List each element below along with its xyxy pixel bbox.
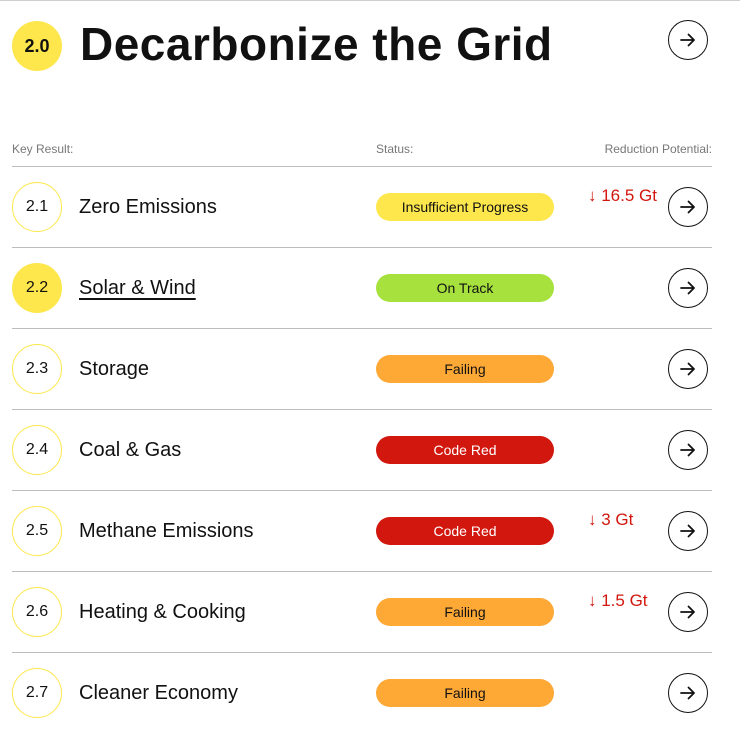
arrow-right-icon [680,443,695,457]
page-header: 2.0 Decarbonize the Grid [12,18,712,72]
key-result-number-badge: 2.4 [12,425,62,475]
section-number-badge: 2.0 [12,21,62,71]
key-result-number-badge: 2.6 [12,587,62,637]
key-result-number-badge: 2.1 [12,182,62,232]
column-header-key-result: Key Result: [12,142,74,156]
row-arrow-button[interactable] [668,187,708,227]
key-result-row: 2.5 Methane Emissions Code Red ↓ 3 Gt [12,490,712,571]
column-header-status: Status: [376,142,414,156]
page-title: Decarbonize the Grid [80,18,553,70]
status-badge: On Track [376,274,554,302]
key-result-title[interactable]: Methane Emissions [79,520,254,542]
key-result-row: 2.6 Heating & Cooking Failing ↓ 1.5 Gt [12,571,712,652]
status-badge: Failing [376,598,554,626]
status-badge: Code Red [376,436,554,464]
row-arrow-button[interactable] [668,268,708,308]
reduction-potential: ↓ 3 Gt [588,510,634,529]
arrow-right-icon [680,200,695,214]
reduction-potential: ↓ 1.5 Gt [588,591,648,610]
row-arrow-button[interactable] [668,673,708,713]
key-result-title-link[interactable]: Solar & Wind [79,277,196,299]
key-result-title[interactable]: Storage [79,358,150,380]
key-result-title[interactable]: Heating & Cooking [79,601,246,623]
key-result-number-badge: 2.7 [12,668,62,718]
top-border [0,0,740,1]
arrow-right-icon [680,362,695,376]
status-badge: Code Red [376,517,554,545]
key-result-title[interactable]: Cleaner Economy [79,682,238,704]
column-header-reduction: Reduction Potential: [604,142,712,156]
key-result-row: 2.3 Storage Failing [12,328,712,409]
key-result-number-badge: 2.5 [12,506,62,556]
key-result-number-badge: 2.3 [12,344,62,394]
key-result-row: 2.7 Cleaner Economy Failing [12,652,712,733]
row-arrow-button[interactable] [668,349,708,389]
reduction-potential: ↓ 16.5 Gt [588,186,657,205]
key-result-row: 2.4 Coal & Gas Code Red [12,409,712,490]
status-badge: Insufficient Progress [376,193,554,221]
arrow-right-icon [680,524,695,538]
arrow-right-icon [680,281,695,295]
row-arrow-button[interactable] [668,511,708,551]
status-badge: Failing [376,355,554,383]
section-arrow-button[interactable] [668,20,708,60]
key-results-list: 2.1 Zero Emissions Insufficient Progress… [12,166,712,733]
key-result-number-badge: 2.2 [12,263,62,313]
key-result-row: 2.2 Solar & Wind On Track [12,247,712,328]
column-headers: Key Result: Status: Reduction Potential: [12,142,712,162]
key-result-row: 2.1 Zero Emissions Insufficient Progress… [12,166,712,247]
arrow-right-icon [680,686,695,700]
arrow-right-icon [680,605,695,619]
row-arrow-button[interactable] [668,430,708,470]
row-arrow-button[interactable] [668,592,708,632]
status-badge: Failing [376,679,554,707]
key-result-title[interactable]: Zero Emissions [79,196,217,218]
key-result-title[interactable]: Coal & Gas [79,439,182,461]
arrow-right-icon [680,33,695,47]
